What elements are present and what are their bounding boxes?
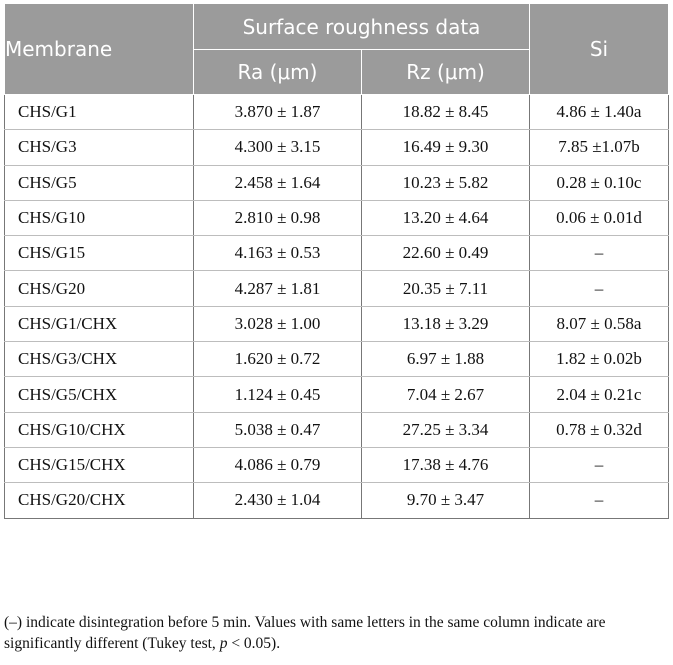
cell-rz: 16.49 ± 9.30 [361,129,530,166]
cell-ra: 1.124 ± 0.45 [193,376,362,413]
cell-si: – [529,447,669,484]
table-row: CHS/G20 4.287 ± 1.81 20.35 ± 7.11– [4,270,669,307]
cell-si: – [529,270,669,307]
cell-si: 4.86 ± 1.40a [529,94,669,131]
table-footnote: (–) indicate disintegration before 5 min… [4,612,668,654]
cell-membrane: CHS/G3/CHX [4,341,194,378]
footnote-text: (–) indicate disintegration before 5 min… [4,614,606,652]
header-ra: Ra (μm) [193,49,362,95]
table-row: CHS/G5/CHX 1.124 ± 0.45 7.04 ± 2.67 2.04 ± … [4,376,669,413]
cell-membrane: CHS/G20/CHX [4,482,194,519]
cell-si: 1.82 ± 0.02b [529,341,669,378]
footnote-text-end: < 0.05). [227,635,281,652]
cell-ra: 2.430 ± 1.04 [193,482,362,519]
footnote-p-symbol: p [219,635,228,652]
table-row: CHS/G15/CHX 4.086 ± 0.79 17.38 ± 4.76– [4,447,669,484]
cell-membrane: CHS/G3 [4,129,194,166]
table-row: CHS/G5 2.458 ± 1.64 10.23 ± 5.82 0.28 ± 0.1… [4,165,669,201]
cell-membrane: CHS/G15 [4,235,194,272]
surface-roughness-table: Membrane Surface roughness data Si Ra (μ… [4,3,669,519]
cell-rz: 18.82 ± 8.45 [361,94,530,131]
cell-ra: 5.038 ± 0.47 [193,412,362,448]
header-surface-roughness-data: Surface roughness data [193,3,530,50]
table-row: CHS/G1/CHX 3.028 ± 1.00 13.18 ± 3.29 8.07 ±… [4,306,669,343]
cell-rz: 13.18 ± 3.29 [361,306,530,343]
cell-membrane: CHS/G10/CHX [4,412,194,448]
cell-rz: 9.70 ± 3.47 [361,482,530,519]
cell-membrane: CHS/G20 [4,270,194,307]
cell-ra: 3.028 ± 1.00 [193,306,362,343]
cell-si: – [529,235,669,272]
table-row: CHS/G10 2.810 ± 0.98 13.20 ± 4.64 0.06 ± 0.… [4,200,669,237]
cell-rz: 27.25 ± 3.34 [361,412,530,448]
cell-ra: 3.870 ± 1.87 [193,94,362,131]
table-header: Membrane Surface roughness data Si Ra (μ… [4,3,669,95]
cell-si: 2.04 ± 0.21c [529,376,669,413]
table-row: CHS/G3/CHX 1.620 ± 0.72 6.97 ± 1.88 1.82 ± … [4,341,669,378]
cell-membrane: CHS/G10 [4,200,194,237]
cell-ra: 2.458 ± 1.64 [193,165,362,201]
header-rz: Rz (μm) [361,49,530,95]
cell-ra: 4.287 ± 1.81 [193,270,362,307]
table-body: CHS/G1 3.870 ± 1.87 18.82 ± 8.45 4.86 ± 1.4… [4,94,669,519]
cell-si: 0.78 ± 0.32d [529,412,669,448]
cell-ra: 1.620 ± 0.72 [193,341,362,378]
table-row: CHS/G10/CHX 5.038 ± 0.47 27.25 ± 3.34 0.78 … [4,412,669,448]
cell-rz: 22.60 ± 0.49 [361,235,530,272]
table-row: CHS/G1 3.870 ± 1.87 18.82 ± 8.45 4.86 ± 1.4… [4,94,669,131]
cell-rz: 7.04 ± 2.67 [361,376,530,413]
cell-rz: 10.23 ± 5.82 [361,165,530,201]
table-row: CHS/G3 4.300 ± 3.15 16.49 ± 9.30 7.85 ±1.07… [4,129,669,166]
cell-membrane: CHS/G1/CHX [4,306,194,343]
cell-membrane: CHS/G1 [4,94,194,131]
table-row: CHS/G20/CHX 2.430 ± 1.04 9.70 ± 3.47– [4,482,669,519]
cell-ra: 4.086 ± 0.79 [193,447,362,484]
cell-rz: 20.35 ± 7.11 [361,270,530,307]
cell-si: 7.85 ±1.07b [529,129,669,166]
cell-ra: 4.163 ± 0.53 [193,235,362,272]
header-si: Si [529,3,669,95]
cell-membrane: CHS/G5/CHX [4,376,194,413]
cell-si: 8.07 ± 0.58a [529,306,669,343]
cell-membrane: CHS/G15/CHX [4,447,194,484]
cell-ra: 2.810 ± 0.98 [193,200,362,237]
cell-si: – [529,482,669,519]
header-membrane: Membrane [4,3,194,95]
cell-ra: 4.300 ± 3.15 [193,129,362,166]
table-row: CHS/G15 4.163 ± 0.53 22.60 ± 0.49– [4,235,669,272]
cell-si: 0.06 ± 0.01d [529,200,669,237]
cell-rz: 13.20 ± 4.64 [361,200,530,237]
cell-rz: 6.97 ± 1.88 [361,341,530,378]
cell-rz: 17.38 ± 4.76 [361,447,530,484]
cell-membrane: CHS/G5 [4,165,194,201]
cell-si: 0.28 ± 0.10c [529,165,669,201]
